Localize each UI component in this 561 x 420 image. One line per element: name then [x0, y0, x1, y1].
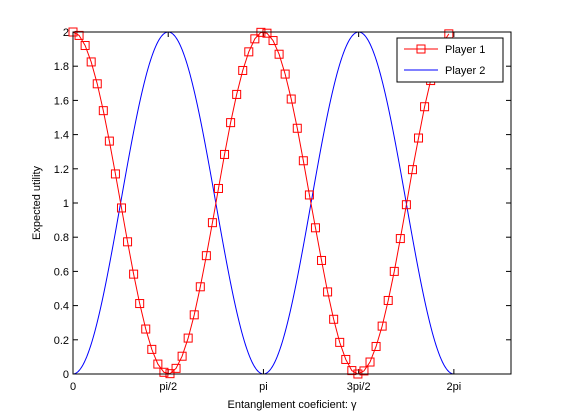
series-player1-marker: [135, 299, 145, 309]
legend-box: [396, 37, 504, 83]
series-player1-marker: [347, 366, 357, 376]
plot-area: [73, 32, 511, 374]
series-player1-marker: [147, 344, 157, 354]
series-player1-marker: [335, 337, 345, 347]
series-player1-marker: [153, 359, 163, 369]
y-tick-label: 1: [63, 198, 69, 210]
series-player1-marker: [377, 321, 387, 331]
x-tick-label: 0: [70, 381, 76, 393]
series-player1-marker: [298, 156, 308, 166]
series-player1-marker: [141, 324, 151, 334]
series-player1-marker: [123, 237, 133, 247]
series-player1-marker: [238, 65, 248, 75]
y-tick-label: 1.8: [54, 61, 69, 73]
y-tick-label: 0.4: [54, 301, 69, 313]
series-player1-marker: [292, 123, 302, 133]
series-player1-marker: [329, 314, 339, 324]
series-player1-marker: [74, 30, 84, 40]
series-player1-marker: [195, 282, 205, 292]
legend-player1-label: Player 1: [445, 44, 485, 56]
y-tick-label: 1.6: [54, 95, 69, 107]
legend: Player 1 Player 2: [396, 37, 504, 83]
y-tick-label: 0: [63, 369, 69, 381]
series-player1-marker: [110, 169, 120, 179]
y-tick-labels: 0 0.2 0.4 0.6 0.8 1 1.2 1.4 1.6 1.8 2: [54, 27, 69, 381]
legend-player1-marker: [416, 44, 426, 54]
y-tick-label: 1.2: [54, 164, 69, 176]
series-player1-marker: [389, 266, 399, 276]
series-player1-marker: [226, 118, 236, 128]
y-tick-label: 0.8: [54, 232, 69, 244]
series-player1-marker: [98, 106, 108, 116]
legend-player2-label: Player 2: [445, 65, 485, 77]
series-player1-marker: [183, 333, 193, 343]
series-player1-marker: [286, 94, 296, 104]
series-player1-marker: [171, 363, 181, 373]
series-player1-marker: [304, 190, 314, 200]
series-player1-marker: [207, 218, 217, 228]
series-player1-marker: [86, 57, 96, 67]
y-axis-label: Expected utility: [31, 166, 43, 240]
series-player1-marker: [268, 36, 278, 46]
series-player1-marker: [250, 34, 260, 44]
series-player1-marker: [116, 203, 126, 213]
series-player1-marker: [341, 354, 351, 364]
series-player1-marker: [104, 136, 114, 146]
series-player1-marker: [244, 47, 254, 57]
series-player1-marker: [201, 251, 211, 261]
series-player1-marker: [262, 28, 272, 38]
series-player1-marker: [310, 223, 320, 233]
y-tick-label: 0.6: [54, 266, 69, 278]
series-player1-marker: [401, 200, 411, 210]
series-player1-marker: [414, 133, 424, 143]
x-tick-label: pi: [259, 381, 268, 393]
x-axis-label: Entanglement coeficient: γ: [227, 399, 357, 411]
series-player1-marker: [280, 69, 290, 79]
y-tick-label: 0.2: [54, 335, 69, 347]
series-player1-marker: [371, 341, 381, 351]
x-tick-label: 3pi/2: [347, 381, 371, 393]
series-player1-marker: [92, 79, 102, 89]
y-tick-label: 1.4: [54, 130, 69, 142]
series-player1-marker: [80, 41, 90, 51]
series-player1-marker: [274, 49, 284, 59]
series-player1-marker: [323, 287, 333, 297]
x-tick-labels: 0 pi/2 pi 3pi/2 2pi: [70, 381, 461, 393]
y-tick-label: 2: [63, 27, 69, 39]
x-tick-label: 2pi: [447, 381, 462, 393]
series-player1-marker: [359, 366, 369, 376]
series-player1-marker: [189, 310, 199, 320]
x-tick-label: pi/2: [159, 381, 177, 393]
plot-border: [72, 31, 512, 375]
series-player1-marker: [420, 102, 430, 112]
series-player1-marker: [213, 183, 223, 193]
series-player1-marker: [365, 357, 375, 367]
series-player1-marker: [177, 351, 187, 361]
series-player1-marker: [395, 234, 405, 244]
series-player1-marker: [220, 149, 230, 159]
series-player1-marker: [383, 295, 393, 305]
series-player1-marker: [159, 367, 169, 377]
series-player1-marker: [317, 255, 327, 265]
series-player1-marker: [129, 269, 139, 279]
series-player1-marker: [407, 165, 417, 175]
series-player2-line: [73, 32, 454, 374]
series-player1-marker: [232, 89, 242, 99]
